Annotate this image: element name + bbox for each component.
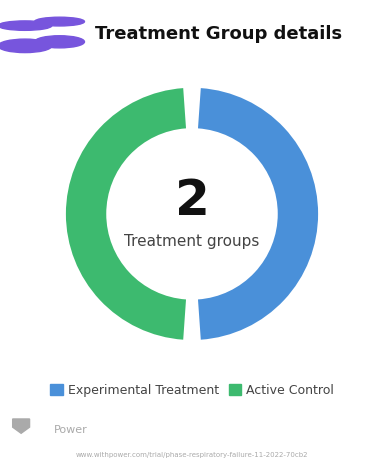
Wedge shape	[198, 88, 318, 340]
Circle shape	[35, 17, 84, 26]
Text: 2: 2	[175, 177, 209, 225]
Circle shape	[0, 21, 52, 30]
Text: Treatment Group details: Treatment Group details	[95, 25, 343, 43]
Text: Treatment groups: Treatment groups	[124, 234, 260, 249]
Legend: Experimental Treatment, Active Control: Experimental Treatment, Active Control	[50, 384, 334, 397]
Text: www.withpower.com/trial/phase-respiratory-failure-11-2022-70cb2: www.withpower.com/trial/phase-respirator…	[76, 452, 308, 458]
Ellipse shape	[35, 36, 84, 48]
Text: Power: Power	[54, 425, 88, 435]
Ellipse shape	[0, 39, 52, 53]
Polygon shape	[13, 419, 30, 433]
Wedge shape	[66, 88, 186, 340]
